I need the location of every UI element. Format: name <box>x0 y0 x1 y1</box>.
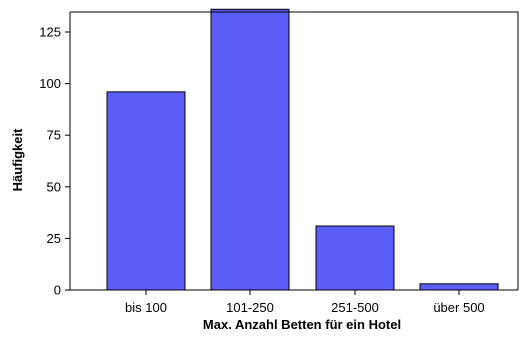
axes-group: bis 100 101-250 251-500 über 500 0 25 50 75 100 1… <box>39 11 519 315</box>
x-tick-label: 101-250 <box>226 300 274 315</box>
bar-251-500 <box>315 225 395 291</box>
x-tick-label: über 500 <box>433 300 484 315</box>
y-tick-label: 100 <box>39 76 61 91</box>
x-axis-title: Max. Anzahl Betten für ein Hotel <box>203 317 401 332</box>
bars-group <box>106 8 499 291</box>
bar-bis-100 <box>106 91 186 291</box>
x-tick-label: bis 100 <box>125 300 167 315</box>
x-tick-label: 251-500 <box>331 300 379 315</box>
y-tick-label: 50 <box>47 179 61 194</box>
y-tick-label: 0 <box>54 283 61 298</box>
y-tick-label: 25 <box>47 231 61 246</box>
y-axis-title: Häufigkeit <box>10 128 25 192</box>
bar-über-500 <box>419 283 499 291</box>
bar-101-250 <box>210 8 290 291</box>
y-tick-label: 125 <box>39 25 61 40</box>
y-tick-label: 75 <box>47 128 61 143</box>
